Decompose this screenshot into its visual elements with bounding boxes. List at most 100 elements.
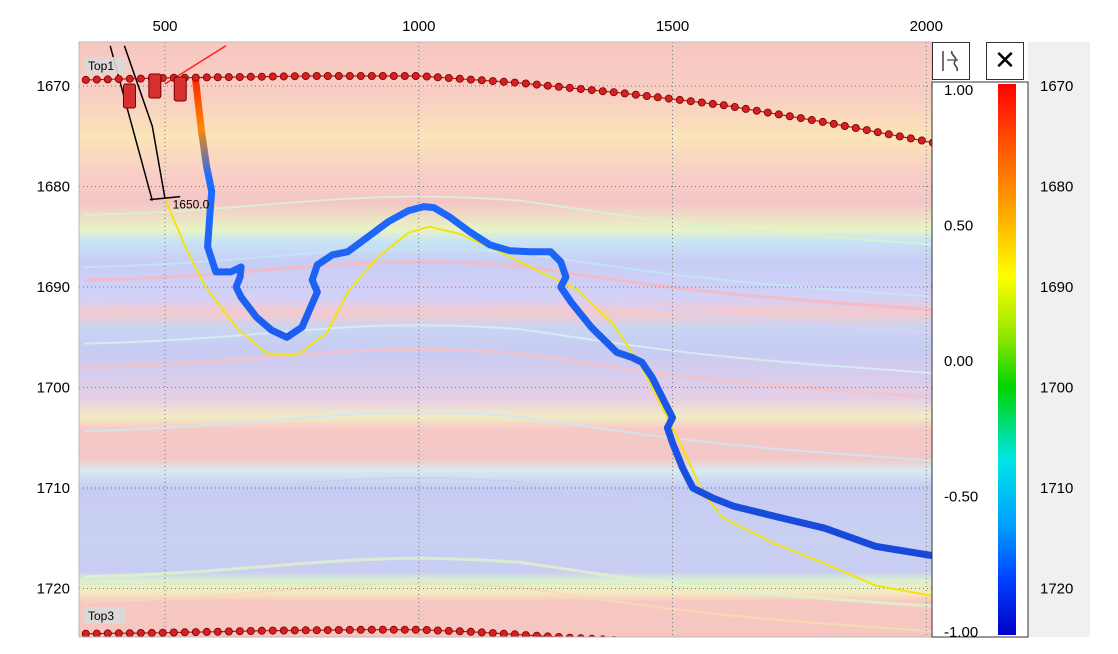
horizon-point	[334, 626, 343, 635]
y-tick-label-left: 1690	[37, 279, 70, 296]
y-tick-label-left: 1720	[37, 581, 70, 598]
horizon-point	[169, 628, 178, 637]
horizon-point	[246, 72, 255, 81]
close-button[interactable]: ✕	[986, 42, 1024, 80]
horizon-point	[840, 122, 849, 131]
horizon-point	[114, 75, 123, 84]
horizon-point	[345, 72, 354, 81]
horizon-point	[411, 72, 420, 81]
horizon-point	[785, 112, 794, 121]
horizon-point	[290, 626, 299, 635]
well-trajectory	[123, 45, 166, 199]
horizon-point	[631, 90, 640, 99]
horizon-point	[389, 625, 398, 634]
horizon-point	[741, 104, 750, 113]
horizon-point	[521, 79, 530, 88]
horizon-point	[917, 136, 926, 145]
horizon-point	[675, 95, 684, 104]
y-tick-label-right: 1680	[1040, 179, 1073, 196]
horizon-point	[312, 72, 321, 81]
colorbar: 1.00 0.50 0.00 -0.50 -1.00	[931, 81, 1029, 641]
horizon-point	[400, 625, 409, 634]
y-tick-label-right: 1670	[1040, 78, 1073, 95]
well-depth-label: 1650.0	[173, 198, 210, 212]
horizon-point	[565, 83, 574, 92]
seismic-background	[79, 42, 932, 637]
y-tick-label-right: 1720	[1040, 581, 1073, 598]
horizon-point	[268, 72, 277, 81]
close-icon: ✕	[994, 46, 1016, 76]
horizon-point	[598, 87, 607, 96]
horizon-point	[257, 72, 266, 81]
horizon-point	[565, 633, 574, 637]
horizon-label-box	[84, 57, 126, 74]
colorbar-tick-label: 0.00	[944, 353, 973, 370]
drilled-well-path	[191, 74, 932, 560]
colorbar-gradient	[998, 84, 1016, 635]
x-tick-label: 500	[152, 18, 177, 35]
horizon-point	[521, 631, 530, 637]
horizon-point	[191, 73, 200, 82]
horizon-point	[873, 128, 882, 137]
colorbar-tick-label: -0.50	[944, 489, 978, 506]
horizon-point	[862, 126, 871, 135]
horizon-point	[268, 626, 277, 635]
horizon-point	[653, 93, 662, 102]
horizon-point	[510, 630, 519, 637]
horizon-point	[202, 627, 211, 636]
horizon-point	[213, 73, 222, 82]
horizon-point	[323, 72, 332, 81]
horizon-point	[620, 89, 629, 98]
horizon-point	[796, 114, 805, 123]
horizon-point	[400, 72, 409, 81]
well-head-marker	[148, 73, 162, 99]
horizon-point	[554, 633, 563, 637]
horizon-point	[389, 72, 398, 81]
horizon-point	[708, 99, 717, 108]
horizon-point	[367, 625, 376, 634]
horizon-point	[818, 117, 827, 126]
horizon-point	[136, 74, 145, 83]
horizon-point	[906, 134, 915, 143]
wiggle-toggle-button[interactable]	[932, 42, 970, 80]
horizon-point	[158, 628, 167, 637]
planned-well-path	[164, 198, 932, 597]
horizon-point	[345, 625, 354, 634]
horizon-point	[455, 627, 464, 636]
colorbar-tick-label: 1.00	[944, 82, 973, 99]
y-tick-label-left: 1710	[37, 480, 70, 497]
horizon-point	[807, 116, 816, 125]
horizon-point	[191, 628, 200, 637]
horizon-point	[543, 632, 552, 637]
horizon-point	[356, 72, 365, 81]
horizon-point	[851, 124, 860, 133]
horizon-point	[686, 97, 695, 106]
horizon-point	[609, 88, 618, 97]
horizon-point	[884, 130, 893, 139]
x-tick-label: 1000	[402, 18, 435, 35]
y-tick-label-left: 1670	[37, 78, 70, 95]
y-tick-label-right: 1690	[1040, 279, 1073, 296]
horizon-point	[829, 119, 838, 128]
well-head-marker	[122, 83, 136, 109]
horizon-point	[499, 629, 508, 637]
horizon-point	[279, 72, 288, 81]
horizon-point	[411, 625, 420, 634]
horizon-point	[323, 626, 332, 635]
horizon-point	[81, 629, 90, 637]
horizon-point	[774, 110, 783, 119]
horizon-point	[752, 106, 761, 115]
horizon-point	[510, 78, 519, 87]
x-tick-label: 1500	[656, 18, 689, 35]
right-axis-panel	[1028, 42, 1090, 637]
horizon-point	[103, 75, 112, 84]
horizon-point	[378, 72, 387, 81]
y-tick-label-left: 1680	[37, 179, 70, 196]
horizon-point	[367, 72, 376, 81]
horizon-point	[114, 629, 123, 637]
y-tick-label-right: 1700	[1040, 380, 1073, 397]
well-head-marker	[173, 76, 187, 102]
horizon-point	[92, 629, 101, 637]
horizon-point	[147, 628, 156, 637]
